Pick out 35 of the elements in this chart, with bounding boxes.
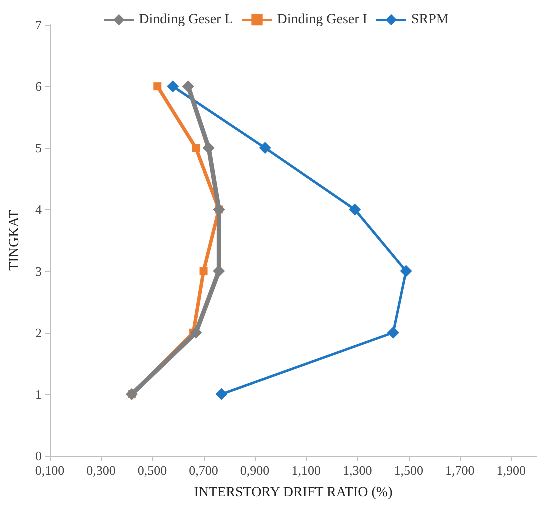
- point: [216, 388, 228, 400]
- legend-label: Dinding Geser I: [277, 12, 368, 28]
- x-tick-label: 0,300: [86, 463, 116, 478]
- y-tick-label: 4: [36, 202, 42, 218]
- legend-label: SRPM: [411, 12, 450, 28]
- point: [349, 204, 362, 216]
- y-tick-label: 1: [36, 386, 42, 402]
- point: [192, 144, 200, 152]
- x-tick-label: 1,100: [292, 463, 321, 478]
- point: [167, 80, 180, 93]
- point: [400, 265, 412, 278]
- x-tick-label: 1,500: [394, 463, 424, 478]
- y-axis-title: TINGKAT: [8, 210, 22, 271]
- x-tick-label: 0,100: [35, 463, 65, 478]
- y-tick-label: 5: [36, 140, 42, 156]
- point: [259, 142, 272, 154]
- x-tick-label: 1,900: [496, 463, 526, 478]
- point: [182, 80, 194, 93]
- point: [190, 326, 202, 339]
- x-tick-label: 0,900: [240, 463, 270, 478]
- x-tick-label: 1,700: [445, 463, 475, 478]
- point: [387, 326, 400, 339]
- x-tick-label: 0,700: [189, 463, 218, 478]
- y-tick-label: 6: [36, 79, 42, 94]
- x-tick-label: 1,300: [342, 463, 372, 478]
- point: [202, 142, 215, 154]
- x-tick-label: 0,500: [138, 463, 168, 478]
- legend-label: Dinding Geser L: [139, 12, 234, 28]
- y-tick-label: 7: [36, 18, 42, 32]
- point: [154, 82, 162, 91]
- x-axis-title: INTERSTORY DRIFT RATIO (%): [194, 486, 394, 500]
- point: [200, 267, 208, 276]
- y-tick-label: 0: [36, 448, 42, 464]
- y-tick-label: 2: [36, 325, 42, 340]
- y-tick-label: 3: [36, 264, 42, 279]
